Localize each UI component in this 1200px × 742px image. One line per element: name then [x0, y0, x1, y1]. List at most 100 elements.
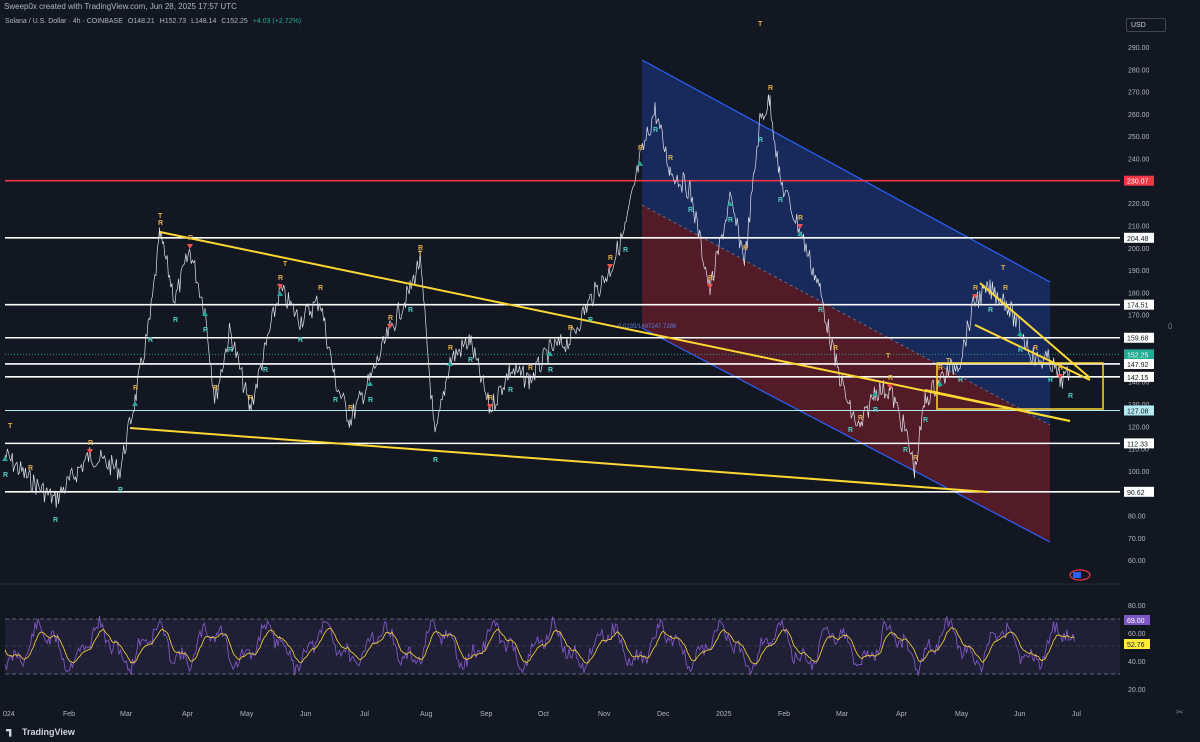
price-tick: 210.00	[1128, 223, 1150, 230]
t-marker: R	[248, 395, 253, 402]
r-marker: R	[688, 207, 693, 214]
rsi-labels: 69.00 52.76	[1124, 615, 1150, 649]
t-marker: T	[1001, 265, 1006, 272]
r-marker: R	[228, 347, 233, 354]
t-marker: R	[858, 415, 863, 422]
r-marker: R	[818, 307, 823, 314]
r-marker: R	[368, 397, 373, 404]
scissors-icon[interactable]: ✂	[1176, 707, 1184, 717]
down-triangle	[607, 264, 613, 269]
t-marker: T	[758, 21, 763, 28]
ohlc-high: H152.73	[159, 18, 187, 25]
price-tick: 270.00	[1128, 90, 1150, 97]
r-marker: R	[548, 367, 553, 374]
level-label-bg	[1124, 405, 1154, 416]
t-marker: R	[888, 375, 893, 382]
time-tick: Oct	[538, 711, 549, 718]
t-marker: R	[938, 365, 943, 372]
t-marker: R	[88, 440, 93, 447]
up-triangle	[547, 351, 553, 356]
time-axis[interactable]: 024 Feb Mar Apr May Jun Jul Aug Sep Oct Nov Dec 2025…	[3, 711, 1081, 718]
t-marker: R	[1058, 365, 1063, 372]
time-tick: Feb	[63, 711, 75, 718]
r-marker: R	[623, 247, 628, 254]
r-marker: R	[1048, 377, 1053, 384]
t-marker: R	[348, 405, 353, 412]
t-marker: T	[946, 358, 951, 365]
time-tick: Sep	[480, 711, 493, 718]
t-marker: R	[638, 145, 643, 152]
down-triangle	[797, 224, 803, 229]
down-triangle	[972, 294, 978, 299]
level-label: 152.25	[1127, 352, 1149, 359]
channel-upper-zone	[642, 60, 1050, 425]
signal-markers: R R R R R R R R R R R R R R R R R R R R R R R R R R R R R R R R R R R R R R R R…	[2, 21, 1073, 524]
up-triangle	[637, 161, 643, 166]
level-label: 159.68	[1127, 336, 1149, 343]
time-tick: Mar	[836, 711, 849, 718]
up-triangle	[872, 391, 878, 396]
up-triangle	[277, 291, 283, 296]
r-marker: R	[203, 327, 208, 334]
currency-button[interactable]: USD	[1126, 18, 1166, 32]
rsi-signal-line	[4, 627, 1075, 665]
t-marker: R	[768, 85, 773, 92]
r-marker: R	[848, 427, 853, 434]
r-marker: R	[468, 357, 473, 364]
t-marker: T	[886, 353, 891, 360]
up-triangle	[132, 401, 138, 406]
price-tick: 60.00	[1128, 558, 1146, 565]
t-marker: T	[8, 423, 13, 430]
t-marker: R	[568, 325, 573, 332]
t-marker: R	[1033, 345, 1038, 352]
r-marker: R	[1018, 347, 1023, 354]
up-triangle	[447, 361, 453, 366]
r-marker: R	[408, 307, 413, 314]
level-label-bg	[1124, 299, 1154, 310]
up-triangle	[1017, 331, 1023, 336]
price-tick: 170.00	[1128, 313, 1150, 320]
price-series	[4, 94, 1070, 508]
down-triangle	[87, 449, 93, 454]
level-labels: 230.07204.48174.51159.68152.2502:02:5214…	[1124, 175, 1154, 497]
r-marker: R	[923, 417, 928, 424]
r-marker: R	[173, 317, 178, 324]
level-label: 147.92	[1127, 362, 1149, 369]
time-tick: Nov	[598, 711, 611, 718]
r-marker: R	[148, 337, 153, 344]
channel-label: 0.0235/1497247.7286	[618, 324, 677, 330]
r-marker: R	[433, 457, 438, 464]
symbol-name[interactable]: Solana / U.S. Dollar · 4h · COINBASE	[5, 18, 123, 25]
t-marker: R	[448, 345, 453, 352]
author-line: Sweep0x created with TradingView.com, Ju…	[4, 2, 237, 11]
time-tick: Mar	[120, 711, 133, 718]
level-label-bg	[1124, 175, 1154, 186]
right-marker: 0	[1168, 322, 1173, 331]
price-tick: 200.00	[1128, 246, 1150, 253]
rsi-label: 52.76	[1127, 642, 1145, 649]
r-marker: R	[903, 447, 908, 454]
up-triangle	[797, 231, 803, 236]
price-tick: 260.00	[1128, 112, 1150, 119]
r-marker: R	[758, 137, 763, 144]
t-marker: R	[973, 285, 978, 292]
down-triangle	[1057, 374, 1063, 379]
level-label: 142.15	[1127, 375, 1149, 382]
t-marker: R	[388, 315, 393, 322]
rsi-axis[interactable]: 80.00 60.00 40.00 20.00	[1128, 603, 1146, 694]
brand-name: TradingView	[22, 727, 75, 737]
r-marker: R	[988, 307, 993, 314]
tradingview-logo[interactable]: TradingView	[6, 727, 75, 737]
channel-midline	[641, 204, 1051, 426]
level-label: 127.08	[1127, 408, 1149, 415]
down-triangle	[887, 384, 893, 389]
t-marker: T	[158, 213, 163, 220]
price-tick: 120.00	[1128, 424, 1150, 431]
level-label-bg	[1124, 371, 1154, 382]
price-axis[interactable]: 290.00 280.00 270.00 260.00 250.00 240.00 230.…	[1128, 45, 1150, 565]
trendline-wedge-top	[979, 282, 1091, 379]
t-marker: R	[278, 275, 283, 282]
down-triangle	[487, 404, 493, 409]
flag-icon[interactable]	[1069, 569, 1091, 581]
